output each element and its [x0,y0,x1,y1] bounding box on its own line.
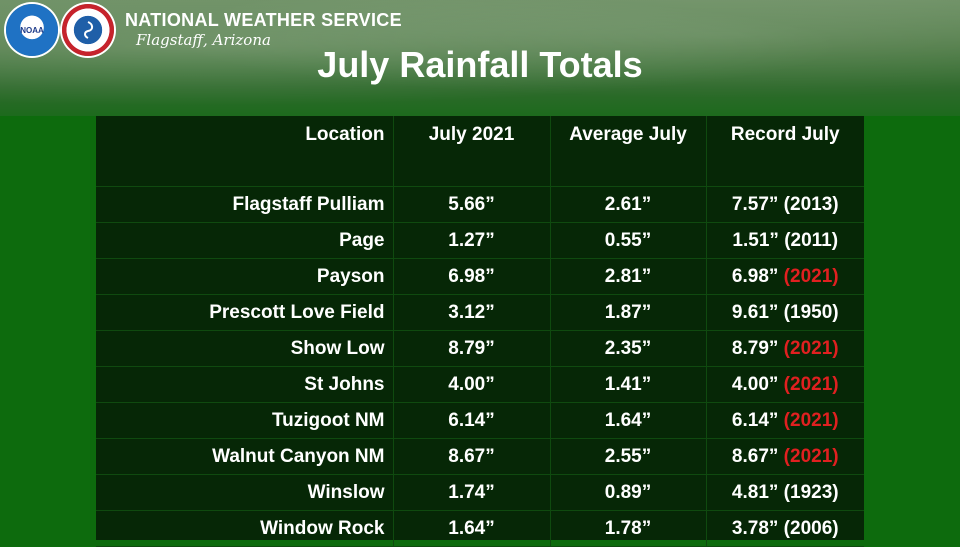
average-july-cell: 2.55” [550,438,707,475]
table-row: Show Low 8.79” 2.35” 8.79” (2021) [96,330,864,367]
record-july-cell: 6.14” (2021) [706,402,864,439]
july-2021-cell: 8.67” [393,438,551,475]
header-record-july: Record July [706,116,864,187]
table-row: Page 1.27” 0.55” 1.51” (2011) [96,222,864,259]
record-year: (2011) [784,229,839,251]
table-row: Payson 6.98” 2.81” 6.98” (2021) [96,258,864,295]
average-july-cell: 1.87” [550,294,707,331]
july-2021-cell: 8.79” [393,330,551,367]
july-2021-cell: 4.00” [393,366,551,403]
average-july-cell: 0.89” [550,474,707,511]
header-location: Location [96,116,394,187]
header-july-2021: July 2021 [393,116,551,187]
location-cell: Window Rock [96,510,394,547]
average-july-cell: 1.41” [550,366,707,403]
record-value: 3.78” [731,517,779,539]
average-july-cell: 2.35” [550,330,707,367]
location-cell: Tuzigoot NM [96,402,394,439]
nws-logo [62,4,114,56]
location-cell: Walnut Canyon NM [96,438,394,475]
rainfall-table: Location July 2021 Average July Record J… [96,116,864,547]
july-2021-cell: 6.98” [393,258,551,295]
july-2021-cell: 5.66” [393,186,551,223]
average-july-cell: 0.55” [550,222,707,259]
table-row: Window Rock 1.64” 1.78” 3.78” (2006) [96,510,864,547]
record-july-cell: 3.78” (2006) [706,510,864,547]
record-year: (2021) [783,409,839,431]
record-july-cell: 8.79” (2021) [706,330,864,367]
location-cell: Show Low [96,330,394,367]
record-july-cell: 4.00” (2021) [706,366,864,403]
record-value: 8.79” [731,337,779,359]
record-year: (2021) [783,265,839,287]
table-row: Walnut Canyon NM 8.67” 2.55” 8.67” (2021) [96,438,864,475]
table-row: Flagstaff Pulliam 5.66” 2.61” 7.57” (2013) [96,186,864,223]
record-value: 4.81” [731,481,779,503]
table-row: Tuzigoot NM 6.14” 1.64” 6.14” (2021) [96,402,864,439]
record-july-cell: 4.81” (1923) [706,474,864,511]
average-july-cell: 2.61” [550,186,707,223]
noaa-logo-text: NOAA [20,25,44,35]
page-title: July Rainfall Totals [317,44,643,85]
record-year: (1950) [783,301,839,323]
record-july-cell: 7.57” (2013) [706,186,864,223]
july-2021-cell: 1.64” [393,510,551,547]
record-value: 6.14” [731,409,779,431]
record-july-cell: 8.67” (2021) [706,438,864,475]
table-row: St Johns 4.00” 1.41” 4.00” (2021) [96,366,864,403]
july-2021-cell: 3.12” [393,294,551,331]
table-header-row: Location July 2021 Average July Record J… [96,116,864,187]
record-year: (1923) [783,481,839,503]
record-value: 4.00” [731,373,779,395]
average-july-cell: 1.78” [550,510,707,547]
location-cell: St Johns [96,366,394,403]
table-row: Prescott Love Field 3.12” 1.87” 9.61” (1950… [96,294,864,331]
july-2021-cell: 1.74” [393,474,551,511]
record-year: (2021) [783,445,839,467]
nws-swirl-icon [84,21,94,39]
location-cell: Prescott Love Field [96,294,394,331]
noaa-logo: NOAA [6,4,58,56]
july-2021-cell: 1.27” [393,222,551,259]
table-row: Winslow 1.74” 0.89” 4.81” (1923) [96,474,864,511]
record-year: (2021) [783,373,839,395]
location-cell: Payson [96,258,394,295]
july-2021-cell: 6.14” [393,402,551,439]
average-july-cell: 1.64” [550,402,707,439]
record-value: 7.57” [731,193,779,215]
record-value: 9.61” [731,301,779,323]
office-location: Flagstaff, Arizona [136,31,271,49]
agency-name: NATIONAL WEATHER SERVICE [125,10,402,30]
rainfall-table-panel: Location July 2021 Average July Record J… [96,116,864,547]
record-year: (2006) [783,517,839,539]
record-july-cell: 6.98” (2021) [706,258,864,295]
average-july-cell: 2.81” [550,258,707,295]
location-cell: Winslow [96,474,394,511]
record-year: (2013) [783,193,839,215]
header-banner: NOAA NATIONAL WEATHER SERVICE Flagstaff,… [0,0,960,116]
record-value: 6.98” [731,265,779,287]
location-cell: Flagstaff Pulliam [96,186,394,223]
record-july-cell: 1.51” (2011) [706,222,864,259]
record-year: (2021) [783,337,839,359]
record-value: 8.67” [731,445,779,467]
location-cell: Page [96,222,394,259]
record-value: 1.51” [732,229,779,251]
record-july-cell: 9.61” (1950) [706,294,864,331]
header-average-july: Average July [550,116,707,187]
